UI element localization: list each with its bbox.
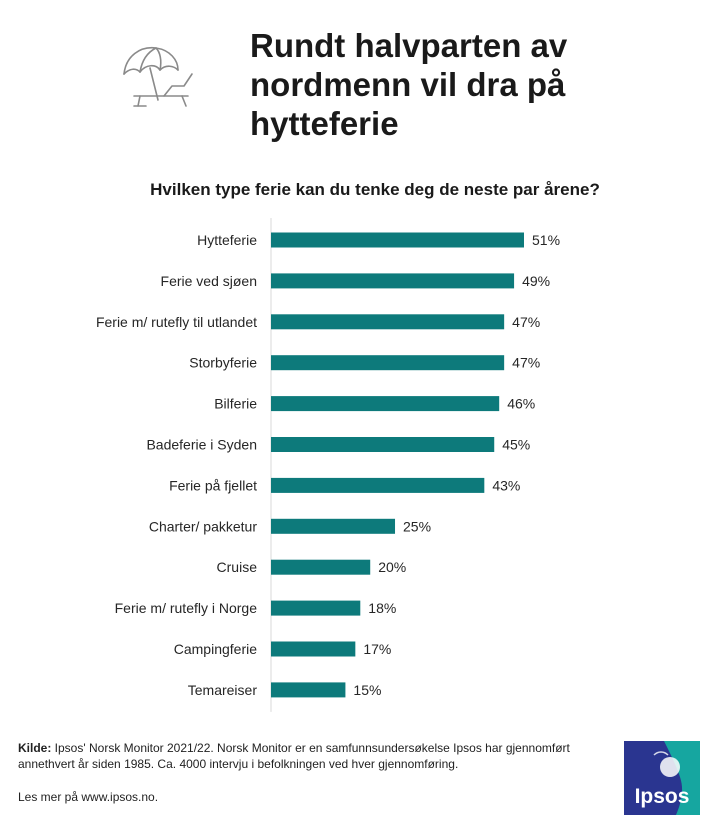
category-label: Charter/ pakketur <box>149 518 257 534</box>
bar <box>271 355 505 371</box>
category-label: Bilferie <box>214 396 257 412</box>
data-label: 15% <box>353 682 381 698</box>
bar-chart: Hytteferie 51% Ferie ved sjøen 49% Ferie m/ … <box>96 218 560 712</box>
data-label: 18% <box>368 600 396 616</box>
data-label: 45% <box>502 437 530 453</box>
logo-text: Ipsos <box>634 785 690 808</box>
ipsos-logo: Ipsos <box>624 741 700 815</box>
data-label: 20% <box>378 559 406 575</box>
source-label: Kilde: <box>18 741 52 755</box>
bar <box>271 232 524 248</box>
bar <box>271 314 505 330</box>
category-label: Ferie ved sjøen <box>161 273 257 289</box>
category-label: Temareiser <box>188 682 258 698</box>
bar <box>271 477 485 493</box>
data-label: 51% <box>532 232 560 248</box>
source-note: Kilde: Ipsos' Norsk Monitor 2021/22. Nor… <box>18 740 598 772</box>
category-label: Badeferie i Syden <box>146 437 257 453</box>
data-label: 46% <box>507 396 535 412</box>
data-label: 25% <box>403 518 431 534</box>
bar <box>271 600 361 616</box>
bar <box>271 641 356 657</box>
category-label: Ferie på fjellet <box>169 477 257 493</box>
data-label: 47% <box>512 314 540 330</box>
bar <box>271 518 396 534</box>
category-label: Campingferie <box>174 641 257 657</box>
bar <box>271 396 500 412</box>
page-title: Rundt halvparten av nordmenn vil dra på … <box>250 27 568 142</box>
ipsos-logo-graphic <box>624 741 700 815</box>
read-more-text: Les mer på www.ipsos.no. <box>18 790 159 804</box>
category-label: Hytteferie <box>197 232 257 248</box>
data-label: 47% <box>512 355 540 371</box>
category-label: Cruise <box>217 559 258 575</box>
data-label: 43% <box>492 477 520 493</box>
category-label: Storbyferie <box>189 355 257 371</box>
category-label: Ferie m/ rutefly i Norge <box>115 600 258 616</box>
bar <box>271 437 495 452</box>
source-text: Ipsos' Norsk Monitor 2021/22. Norsk Moni… <box>18 741 570 771</box>
beach-umbrella-lounger-icon <box>118 38 198 110</box>
data-label: 49% <box>522 273 550 289</box>
bar <box>271 273 515 289</box>
chart-title: Hvilken type ferie kan du tenke deg de n… <box>150 180 600 199</box>
category-label: Ferie m/ rutefly til utlandet <box>96 314 257 330</box>
data-label: 17% <box>363 641 391 657</box>
bar <box>271 559 371 575</box>
bar <box>271 682 346 698</box>
